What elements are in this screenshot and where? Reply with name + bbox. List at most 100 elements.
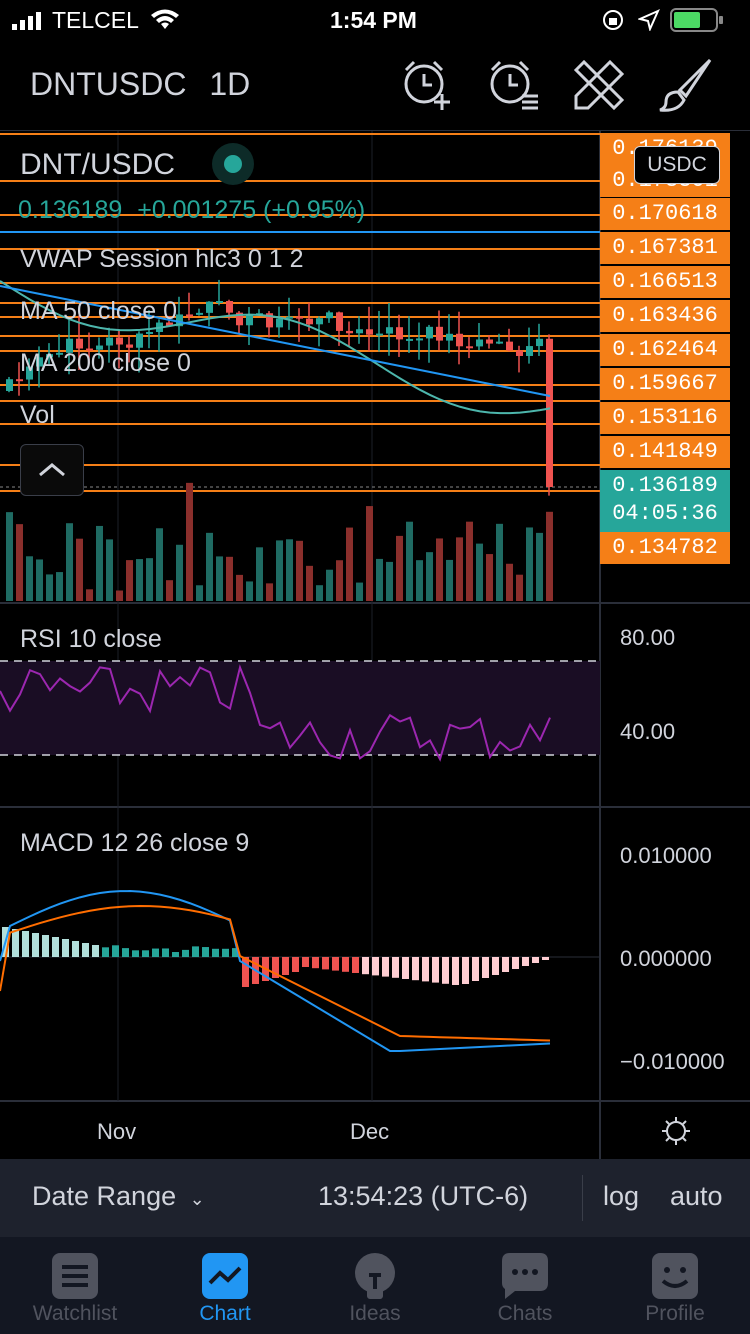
volume-bar <box>46 574 53 601</box>
symbol-interval-button[interactable]: DNTUSDC 1D <box>30 66 250 103</box>
rsi-axis-label: 40.00 <box>620 719 676 744</box>
macd-histogram-bar <box>342 957 349 972</box>
volume-bar <box>506 563 513 601</box>
tab-ideas[interactable]: Ideas <box>300 1237 450 1334</box>
signal-icon <box>12 12 41 30</box>
macd-histogram-bar <box>452 957 459 985</box>
tab-label: Watchlist <box>32 1302 118 1325</box>
volume-bar <box>526 527 533 601</box>
tab-label: Ideas <box>349 1302 401 1325</box>
candle-body <box>406 338 413 341</box>
candle-body <box>396 327 403 340</box>
candle-body <box>46 354 53 358</box>
volume-bar <box>36 559 43 601</box>
brush-icon <box>659 58 712 112</box>
macd-histogram-bar <box>382 957 389 977</box>
tab-profile[interactable]: Profile <box>600 1237 750 1334</box>
tab-chart[interactable]: Chart <box>150 1237 300 1334</box>
chart-canvas[interactable] <box>0 131 750 1159</box>
price-level-tag: 0.163436 <box>600 300 730 332</box>
volume-bar <box>66 523 73 601</box>
candle-body <box>66 338 73 353</box>
indicator-volume[interactable]: Vol <box>20 401 55 429</box>
brush-button[interactable] <box>656 56 714 114</box>
macd-histogram-bar <box>242 957 249 987</box>
candle-body <box>136 333 143 348</box>
candle-body <box>316 318 323 325</box>
symbol-label: DNTUSDC <box>30 66 187 102</box>
candle-body <box>166 322 173 327</box>
alerts-list-button[interactable] <box>484 56 542 114</box>
market-status-icon <box>212 143 254 185</box>
macd-histogram-bar <box>472 957 479 981</box>
indicator-vwap[interactable]: VWAP Session hlc3 0 1 2 <box>20 245 304 273</box>
candle-body <box>346 330 353 334</box>
chart-settings-button[interactable] <box>660 1115 692 1147</box>
macd-histogram-bar <box>332 957 339 971</box>
volume-bar <box>396 535 403 601</box>
volume-bar <box>366 506 373 601</box>
macd-histogram-bar <box>22 931 29 957</box>
candle-body <box>456 333 463 347</box>
chat-icon <box>502 1253 548 1299</box>
candle-body <box>296 316 303 319</box>
price-level-tag: 0.162464 <box>600 334 730 366</box>
volume-bar <box>516 574 523 601</box>
tab-chats[interactable]: Chats <box>450 1237 600 1334</box>
volume-bar <box>276 540 283 601</box>
chevron-up-icon <box>39 463 65 477</box>
candle-body <box>16 379 23 382</box>
macd-axis-label: 0.010000 <box>620 843 712 868</box>
tab-bar: Watchlist Chart Ideas Chats Profile <box>0 1237 750 1334</box>
date-range-button[interactable]: Date Range ⌄ <box>32 1181 205 1212</box>
candle-body <box>436 326 443 341</box>
macd-histogram-bar <box>72 941 79 957</box>
chart-clock[interactable]: 13:54:23 (UTC-6) <box>318 1181 529 1211</box>
time-axis-label: Dec <box>350 1119 390 1144</box>
macd-histogram-bar <box>282 957 289 975</box>
macd-histogram-bar <box>152 948 159 957</box>
candle-body <box>286 316 293 319</box>
macd-histogram-bar <box>422 957 429 982</box>
add-alert-button[interactable] <box>398 56 456 114</box>
price-level-tag: 0.134782 <box>600 532 730 564</box>
indicator-ma50[interactable]: MA 50 close 0 <box>20 297 178 325</box>
chart-icon <box>202 1253 248 1299</box>
currency-badge[interactable]: USDC <box>634 146 720 184</box>
candle-body <box>76 338 83 349</box>
collapse-indicators-button[interactable] <box>20 444 84 496</box>
volume-bar <box>536 532 543 601</box>
volume-bar <box>116 590 123 601</box>
macd-histogram-bar <box>542 957 549 960</box>
candle-body <box>96 345 103 350</box>
bar-countdown: 04:05:36 <box>612 501 718 526</box>
log-scale-toggle[interactable]: log <box>603 1181 640 1211</box>
volume-bar <box>306 565 313 601</box>
candle-body <box>246 314 253 326</box>
volume-bar <box>286 539 293 601</box>
macd-histogram-bar <box>172 952 179 957</box>
indicator-ma200[interactable]: MA 200 close 0 <box>20 349 191 377</box>
candle-body <box>126 344 133 348</box>
macd-histogram-bar <box>92 945 99 957</box>
macd-histogram-bar <box>62 939 69 957</box>
drawing-tools-button[interactable] <box>570 56 628 114</box>
candle-body <box>226 301 233 313</box>
macd-histogram-bar <box>222 948 229 957</box>
volume-bar <box>456 537 463 601</box>
macd-title[interactable]: MACD 12 26 close 9 <box>20 829 250 857</box>
chart-area[interactable]: DNT/USDC 0.136189 +0.001275 (+0.95%) VWA… <box>0 131 750 1159</box>
candle-body <box>356 329 363 334</box>
tab-watchlist[interactable]: Watchlist <box>0 1237 150 1334</box>
auto-scale-toggle[interactable]: auto <box>670 1181 723 1211</box>
candle-body <box>336 312 343 331</box>
macd-histogram-bar <box>132 950 139 957</box>
date-range-label: Date Range <box>32 1181 177 1211</box>
volume-bar <box>86 589 93 601</box>
candle-body <box>546 338 553 487</box>
rsi-title[interactable]: RSI 10 close <box>20 625 162 653</box>
candle-body <box>536 338 543 347</box>
macd-histogram-bar <box>512 957 519 969</box>
macd-histogram-bar <box>392 957 399 978</box>
ruler-pencil-icon <box>573 59 625 111</box>
